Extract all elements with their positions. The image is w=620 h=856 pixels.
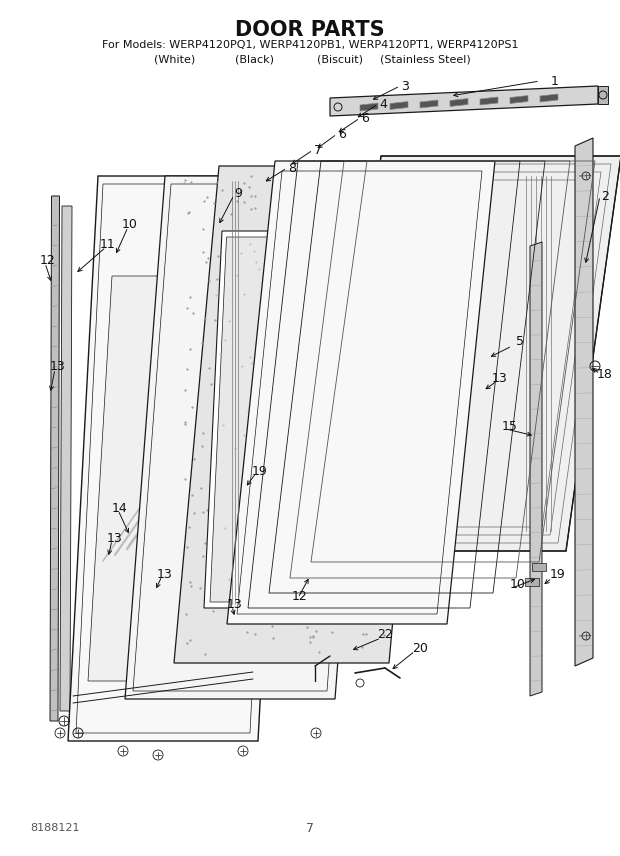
Bar: [525, 578, 539, 586]
Polygon shape: [420, 100, 438, 108]
Text: 19: 19: [550, 568, 566, 580]
Text: (Black): (Black): [236, 54, 275, 64]
Text: 13: 13: [227, 597, 243, 610]
Text: 10: 10: [122, 217, 138, 230]
Text: For Models: WERP4120PQ1, WERP4120PB1, WERP4120PT1, WERP4120PS1: For Models: WERP4120PQ1, WERP4120PB1, WE…: [102, 40, 518, 50]
Polygon shape: [227, 161, 495, 624]
Text: 4: 4: [379, 98, 387, 110]
Text: 3: 3: [401, 80, 409, 92]
Polygon shape: [50, 196, 60, 721]
Polygon shape: [530, 242, 542, 696]
Text: 12: 12: [40, 253, 56, 266]
Bar: [264, 389, 270, 400]
Polygon shape: [390, 102, 408, 110]
Text: 14: 14: [112, 502, 128, 514]
Polygon shape: [210, 237, 370, 602]
Text: 1: 1: [551, 74, 559, 87]
Polygon shape: [68, 176, 288, 741]
Text: 10: 10: [510, 578, 526, 591]
Polygon shape: [174, 166, 434, 663]
Polygon shape: [266, 196, 284, 693]
Polygon shape: [60, 206, 72, 711]
Text: (Biscuit): (Biscuit): [317, 54, 363, 64]
Text: 13: 13: [107, 532, 123, 544]
Bar: [532, 563, 546, 571]
Text: (Stainless Steel): (Stainless Steel): [379, 54, 471, 64]
Text: 8188121: 8188121: [30, 823, 79, 833]
Text: 9: 9: [234, 187, 242, 199]
Text: 6: 6: [338, 128, 346, 140]
Text: 13: 13: [50, 360, 66, 372]
Text: 20: 20: [412, 641, 428, 655]
Text: 15: 15: [502, 419, 518, 432]
Polygon shape: [360, 103, 378, 111]
Text: 13: 13: [157, 568, 173, 580]
Polygon shape: [480, 97, 498, 105]
Polygon shape: [510, 96, 528, 104]
Polygon shape: [450, 98, 468, 106]
Bar: [264, 439, 270, 449]
Text: 13: 13: [492, 372, 508, 384]
Text: 19: 19: [252, 465, 268, 478]
Polygon shape: [326, 156, 620, 551]
Bar: [267, 489, 279, 499]
Text: 12: 12: [292, 590, 308, 603]
Text: 11: 11: [100, 237, 116, 251]
Text: (White): (White): [154, 54, 196, 64]
Polygon shape: [88, 276, 262, 681]
Bar: [267, 414, 279, 425]
Polygon shape: [204, 231, 377, 608]
Text: 2: 2: [601, 189, 609, 203]
Polygon shape: [575, 138, 593, 666]
Text: 7: 7: [306, 822, 314, 835]
Text: 6: 6: [361, 111, 369, 124]
Polygon shape: [330, 86, 598, 116]
Text: 8: 8: [288, 162, 296, 175]
Text: 18: 18: [597, 367, 613, 381]
Polygon shape: [598, 86, 608, 104]
Text: eReplacementParts.com: eReplacementParts.com: [242, 411, 378, 421]
Text: DOOR PARTS: DOOR PARTS: [235, 20, 385, 40]
Polygon shape: [125, 176, 375, 699]
Polygon shape: [540, 94, 558, 102]
Text: 7: 7: [314, 144, 322, 157]
Text: 5: 5: [516, 335, 524, 348]
Text: 22: 22: [377, 627, 393, 640]
